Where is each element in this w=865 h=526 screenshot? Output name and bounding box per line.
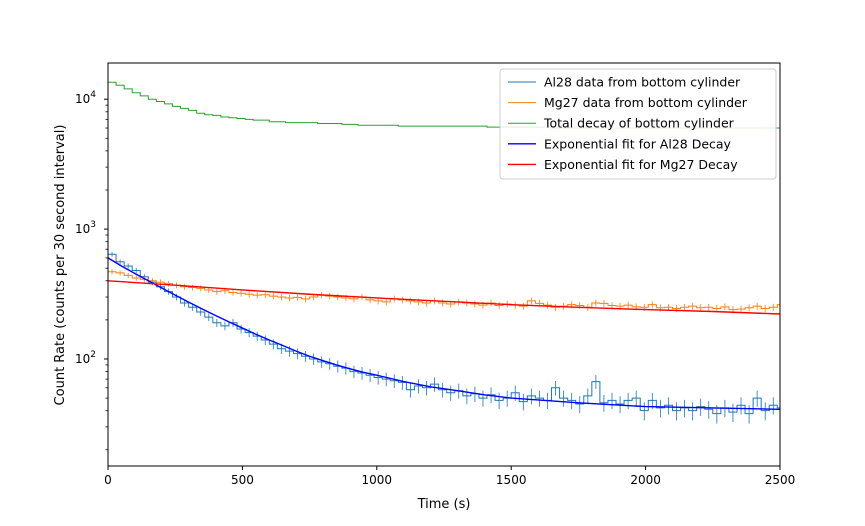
x-tick-label: 1500: [496, 473, 527, 487]
x-tick-label: 500: [231, 473, 254, 487]
x-tick-label: 2500: [765, 473, 796, 487]
fit-line: [108, 280, 780, 315]
y-axis: 102 103 104: [75, 90, 108, 451]
legend-label: Total decay of bottom cylinder: [543, 116, 735, 131]
legend-label: Mg27 data from bottom cylinder: [544, 95, 748, 110]
x-axis: 0 500 1000 1500 2000 2500: [104, 466, 795, 487]
series-3: [108, 257, 780, 410]
legend-box: [499, 68, 777, 180]
x-axis-label: Time (s): [417, 497, 471, 512]
legend-label: Exponential fit for Mg27 Decay: [544, 157, 738, 172]
series-0: [108, 252, 780, 424]
x-tick-label: 0: [104, 473, 112, 487]
fit-line: [108, 257, 780, 410]
y-tick-label: 103: [75, 220, 96, 236]
y-tick-label: 104: [75, 90, 96, 106]
series-4: [108, 280, 780, 315]
plot-frame: [107, 62, 781, 467]
x-tick-label: 2000: [630, 473, 661, 487]
legend: Al28 data from bottom cylinder Mg27 data …: [499, 68, 777, 180]
legend-label: Al28 data from bottom cylinder: [544, 75, 741, 90]
y-tick-label: 102: [75, 350, 96, 366]
x-tick-label: 1000: [362, 473, 393, 487]
y-axis-label: Count Rate (counts per 30 second interva…: [53, 125, 68, 406]
legend-label: Exponential fit for Al28 Decay: [544, 136, 732, 151]
